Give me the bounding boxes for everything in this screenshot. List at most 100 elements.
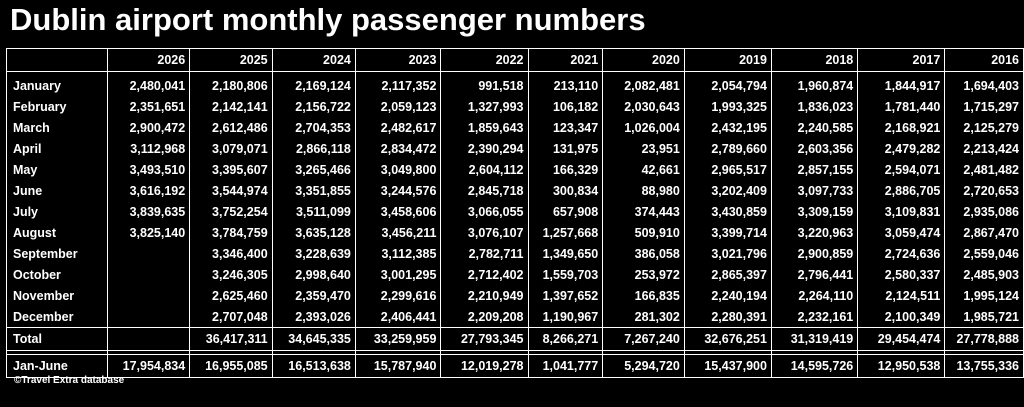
row-label: August: [6, 222, 108, 243]
cell-2016: 1,995,124: [944, 285, 1024, 306]
cell-2022: 27,793,345: [440, 327, 529, 351]
cell-2025: 3,784,759: [189, 222, 273, 243]
cell-2024: 34,645,335: [271, 327, 356, 351]
cell-2018: 2,900,859: [770, 243, 859, 264]
cell-2023: 2,059,123: [354, 96, 442, 117]
cell-2021: 213,110: [527, 71, 604, 96]
cell-2017: 29,454,474: [857, 327, 946, 351]
cell-2019: 32,676,251: [683, 327, 772, 351]
month-row-may: May 3,493,510 3,395,607 3,265,466 3,049,800 2…: [6, 159, 1024, 180]
year-header-2021: 2021: [527, 48, 604, 72]
month-row-july: July 3,839,635 3,752,254 3,511,099 3,458,606…: [6, 201, 1024, 222]
cell-2020: 1,026,004: [602, 117, 685, 138]
cell-2020: 281,302: [602, 306, 685, 328]
cell-2021: 131,975: [527, 138, 604, 159]
cell-2017: 2,124,511: [857, 285, 946, 306]
month-row-june: June 3,616,192 3,544,974 3,351,855 3,244,576…: [6, 180, 1024, 201]
cell-2025: 2,707,048: [189, 306, 273, 328]
cell-2024: 3,351,855: [271, 180, 356, 201]
cell-2026: [106, 327, 191, 351]
cell-2016: 1,694,403: [944, 71, 1024, 96]
cell-2019: 2,054,794: [683, 71, 772, 96]
year-header-2024: 2024: [271, 48, 356, 72]
cell-2022: 3,076,107: [440, 222, 529, 243]
cell-2020: 7,267,240: [602, 327, 685, 351]
cell-2025: 3,246,305: [189, 264, 273, 285]
cell-2018: 2,603,356: [770, 138, 859, 159]
cell-2023: 3,458,606: [354, 201, 442, 222]
source-credit: ©Travel Extra database: [14, 375, 125, 386]
cell-2019: 3,399,714: [683, 222, 772, 243]
cell-2019: 2,240,194: [683, 285, 772, 306]
year-header-2016: 2016: [944, 48, 1024, 72]
cell-2023: 3,049,800: [354, 159, 442, 180]
cell-2019: 3,202,409: [683, 180, 772, 201]
cell-2023: 2,117,352: [354, 71, 442, 96]
spacer-cell: [271, 350, 356, 355]
cell-2016: 1,715,297: [944, 96, 1024, 117]
year-header-2017: 2017: [857, 48, 946, 72]
cell-2026: 3,112,968: [106, 138, 191, 159]
cell-2016: 2,867,470: [944, 222, 1024, 243]
year-header-2019: 2019: [683, 48, 772, 72]
cell-2021: 166,329: [527, 159, 604, 180]
cell-2017: 12,950,538: [857, 354, 946, 378]
cell-2024: 3,635,128: [271, 222, 356, 243]
cell-2019: 15,437,900: [683, 354, 772, 378]
cell-2022: 2,210,949: [440, 285, 529, 306]
cell-2025: 3,544,974: [189, 180, 273, 201]
cell-2024: 2,866,118: [271, 138, 356, 159]
cell-2019: 2,280,391: [683, 306, 772, 328]
cell-2018: 2,232,161: [770, 306, 859, 328]
cell-2026: 17,954,834: [106, 354, 191, 378]
cell-2024: 3,265,466: [271, 159, 356, 180]
cell-2025: 2,142,141: [189, 96, 273, 117]
cell-2021: 1,397,652: [527, 285, 604, 306]
row-label: May: [6, 159, 108, 180]
cell-2022: 2,390,294: [440, 138, 529, 159]
cell-2017: 2,168,921: [857, 117, 946, 138]
cell-2016: 13,755,336: [944, 354, 1024, 378]
cell-2021: 123,347: [527, 117, 604, 138]
cell-2021: 1,559,703: [527, 264, 604, 285]
cell-2023: 2,834,472: [354, 138, 442, 159]
cell-2016: 2,559,046: [944, 243, 1024, 264]
cell-2025: 2,180,806: [189, 71, 273, 96]
cell-2018: 2,240,585: [770, 117, 859, 138]
cell-2017: 3,109,831: [857, 201, 946, 222]
cell-2023: 3,112,385: [354, 243, 442, 264]
cell-2023: 3,001,295: [354, 264, 442, 285]
year-header-2018: 2018: [770, 48, 859, 72]
cell-2021: 8,266,271: [527, 327, 604, 351]
cell-2022: 991,518: [440, 71, 529, 96]
cell-2020: 509,910: [602, 222, 685, 243]
cell-2026: [106, 285, 191, 306]
cell-2024: 3,228,639: [271, 243, 356, 264]
year-header-2025: 2025: [189, 48, 273, 72]
cell-2024: 3,511,099: [271, 201, 356, 222]
month-row-november: November 2,625,460 2,359,470 2,299,616 2,210…: [6, 285, 1024, 306]
row-label: July: [6, 201, 108, 222]
month-row-september: September 3,346,400 3,228,639 3,112,385 2,78…: [6, 243, 1024, 264]
cell-2016: 2,485,903: [944, 264, 1024, 285]
cell-2017: 1,781,440: [857, 96, 946, 117]
cell-2026: 3,825,140: [106, 222, 191, 243]
cell-2026: 2,351,651: [106, 96, 191, 117]
cell-2024: 16,513,638: [271, 354, 356, 378]
cell-2020: 23,951: [602, 138, 685, 159]
year-header-2026: 2026: [106, 48, 191, 72]
row-spacer: [6, 350, 1024, 355]
cell-2022: 2,209,208: [440, 306, 529, 328]
month-row-january: January 2,480,041 2,180,806 2,169,124 2,117,…: [6, 71, 1024, 96]
cell-2023: 3,244,576: [354, 180, 442, 201]
month-row-august: August 3,825,140 3,784,759 3,635,128 3,456,2…: [6, 222, 1024, 243]
cell-2019: 2,965,517: [683, 159, 772, 180]
cell-2017: 1,844,917: [857, 71, 946, 96]
cell-2026: [106, 264, 191, 285]
cell-2018: 3,309,159: [770, 201, 859, 222]
cell-2022: 12,019,278: [440, 354, 529, 378]
cell-2022: 2,604,112: [440, 159, 529, 180]
cell-2024: 2,393,026: [271, 306, 356, 328]
month-row-december: December 2,707,048 2,393,026 2,406,441 2,209…: [6, 306, 1024, 328]
row-label: December: [6, 306, 108, 328]
